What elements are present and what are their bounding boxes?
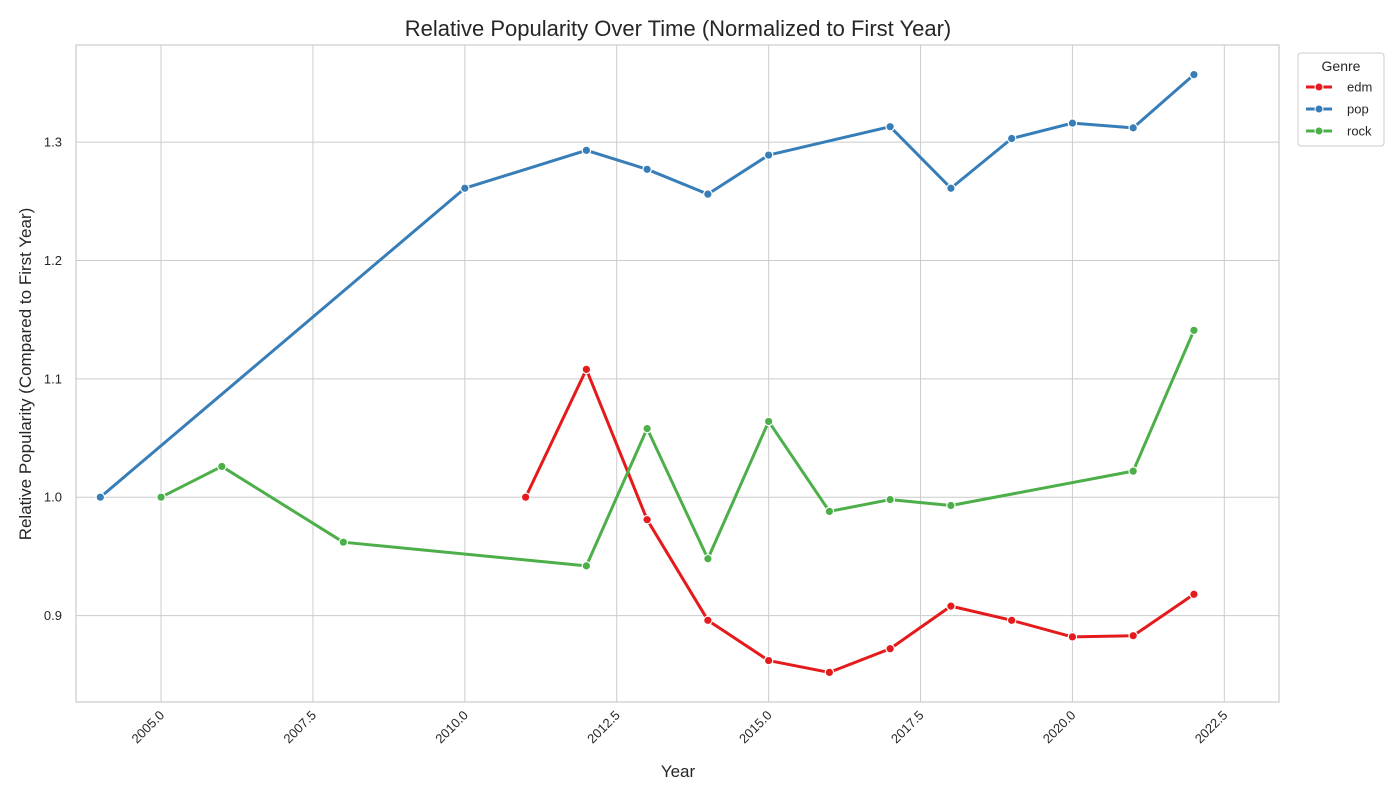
data-point-pop xyxy=(763,150,774,160)
y-tick-label: 1.1 xyxy=(44,371,62,386)
y-tick-label: 1.2 xyxy=(44,253,62,268)
data-point-pop xyxy=(581,145,592,156)
data-point-rock xyxy=(946,500,956,511)
data-point-pop xyxy=(460,183,470,194)
data-point-pop xyxy=(1128,123,1138,133)
legend-label-edm: edm xyxy=(1347,80,1372,95)
data-point-edm xyxy=(1067,632,1078,642)
data-point-pop xyxy=(946,183,956,194)
legend-title: Genre xyxy=(1322,58,1361,74)
data-point-edm xyxy=(1006,615,1017,626)
y-tick-label: 1.0 xyxy=(44,490,62,505)
data-point-edm xyxy=(581,364,592,375)
data-point-edm xyxy=(946,601,956,611)
data-point-rock xyxy=(885,494,895,505)
data-point-edm xyxy=(642,514,652,525)
chart-title: Relative Popularity Over Time (Normalize… xyxy=(405,16,952,41)
data-point-rock xyxy=(217,461,227,472)
data-point-rock xyxy=(703,553,713,564)
legend-marker-pop xyxy=(1314,104,1324,114)
data-point-edm xyxy=(703,615,713,626)
legend-item-rock: rock xyxy=(1306,124,1372,139)
data-point-rock xyxy=(338,537,349,547)
legend-box xyxy=(1297,52,1385,147)
legend: Genre edm pop rock xyxy=(1297,52,1385,147)
series-pop xyxy=(95,69,1199,503)
series-rock xyxy=(156,325,1199,571)
data-point-rock xyxy=(581,561,592,571)
data-point-rock xyxy=(156,492,166,503)
series-line-edm xyxy=(524,367,1196,674)
data-point-pop xyxy=(95,492,106,503)
y-axis-label: Relative Popularity (Compared to First Y… xyxy=(16,208,35,541)
data-point-edm xyxy=(885,643,895,654)
data-point-pop xyxy=(1189,69,1199,80)
series-layer xyxy=(95,69,1199,678)
legend-item-pop: pop xyxy=(1306,102,1369,117)
series-line-rock xyxy=(159,328,1196,568)
plot-frame xyxy=(75,44,1280,703)
legend-items: edm pop rock xyxy=(1306,80,1372,139)
data-point-pop xyxy=(1006,133,1017,144)
legend-marker-edm xyxy=(1314,82,1324,92)
data-point-pop xyxy=(703,189,713,199)
legend-label-rock: rock xyxy=(1347,124,1372,139)
series-edm xyxy=(520,364,1199,678)
data-point-rock xyxy=(824,506,835,517)
data-point-edm xyxy=(763,655,774,666)
data-point-rock xyxy=(763,416,774,427)
data-point-edm xyxy=(824,667,835,678)
legend-marker-rock xyxy=(1314,126,1324,136)
grid-layer xyxy=(76,45,1279,702)
y-tick-label: 0.9 xyxy=(44,608,62,623)
data-point-pop xyxy=(1067,118,1078,128)
data-point-rock xyxy=(1128,466,1138,476)
y-tick-label: 1.3 xyxy=(44,135,62,150)
legend-item-edm: edm xyxy=(1306,80,1372,95)
data-point-rock xyxy=(642,423,652,434)
legend-label-pop: pop xyxy=(1347,102,1369,117)
data-point-rock xyxy=(1189,325,1199,336)
data-point-edm xyxy=(1189,589,1199,600)
data-point-pop xyxy=(885,121,895,132)
y-tick-labels: 0.9 1.0 1.1 1.2 1.3 xyxy=(44,135,62,624)
x-axis-label: Year xyxy=(661,762,696,781)
data-point-edm xyxy=(520,492,531,503)
data-point-pop xyxy=(642,164,652,175)
data-point-edm xyxy=(1128,630,1138,641)
series-line-pop xyxy=(98,73,1196,499)
